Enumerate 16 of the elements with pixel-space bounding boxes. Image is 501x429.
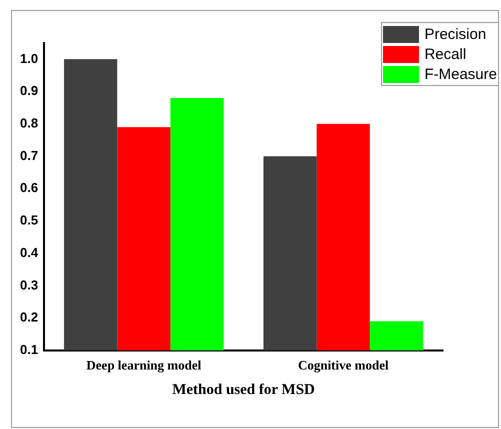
y-tick-label: 0.3 — [20, 277, 38, 292]
y-tick-label: 0.6 — [20, 180, 38, 196]
y-tick-label: 0.2 — [20, 310, 38, 325]
y-tick-label: 0.7 — [20, 148, 38, 163]
y-tick-label: 0.4 — [20, 244, 39, 260]
x-axis-title: Method used for MSD — [172, 382, 316, 398]
y-tick-label: 1.0 — [20, 50, 38, 66]
y-tick-label: 0.8 — [20, 115, 38, 130]
legend-label: Precision — [423, 24, 488, 44]
y-tick-label: 0.5 — [20, 212, 38, 228]
legend-label: F-Measure — [423, 64, 497, 84]
y-tick-label: 0.9 — [20, 83, 38, 98]
x-tick-label: Cognitive model — [298, 358, 389, 373]
legend-label: Recall — [423, 44, 468, 64]
y-tick-label: 0.1 — [20, 342, 38, 357]
x-tick-label: Deep learning model — [86, 358, 202, 373]
